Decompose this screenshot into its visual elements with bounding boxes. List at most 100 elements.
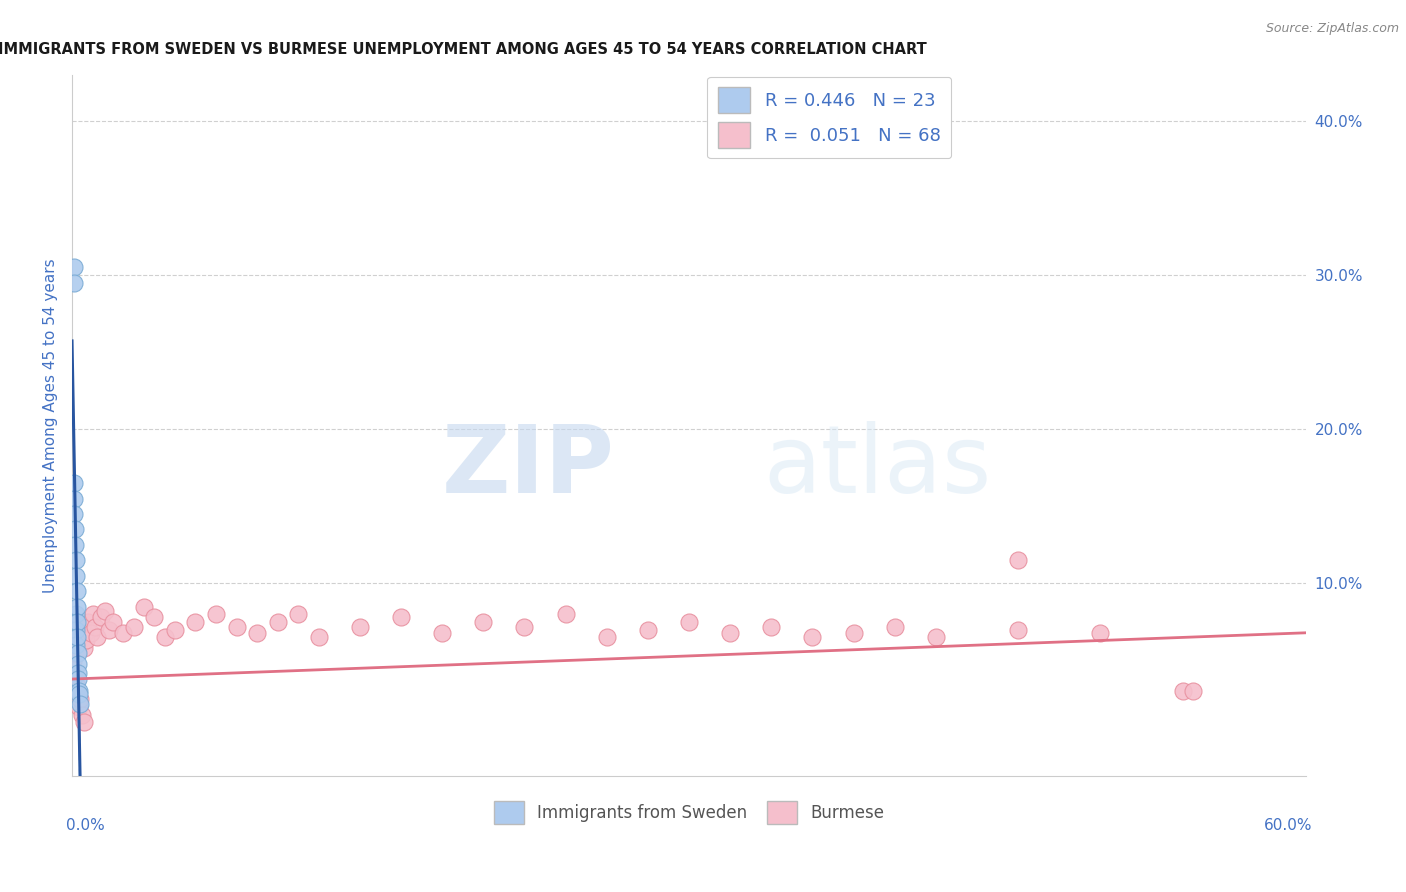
Point bbox=[1181, 684, 1204, 698]
Point bbox=[63, 538, 86, 552]
Point bbox=[69, 692, 91, 706]
Point bbox=[472, 615, 495, 629]
Point bbox=[66, 631, 89, 645]
Point bbox=[66, 657, 89, 671]
Point bbox=[65, 631, 87, 645]
Point bbox=[65, 599, 87, 614]
Point bbox=[65, 568, 87, 582]
Point bbox=[62, 260, 84, 275]
Point bbox=[69, 697, 91, 711]
Point bbox=[67, 684, 90, 698]
Point bbox=[287, 607, 309, 622]
Point bbox=[66, 646, 89, 660]
Point bbox=[65, 553, 87, 567]
Point bbox=[205, 607, 228, 622]
Point bbox=[1007, 623, 1029, 637]
Point bbox=[65, 676, 87, 690]
Point bbox=[246, 625, 269, 640]
Point bbox=[72, 707, 94, 722]
Point bbox=[66, 631, 89, 645]
Point bbox=[67, 665, 90, 680]
Point bbox=[62, 276, 84, 290]
Point bbox=[554, 607, 576, 622]
Point bbox=[925, 631, 948, 645]
Point bbox=[72, 635, 94, 649]
Point bbox=[83, 619, 105, 633]
Point bbox=[761, 619, 783, 633]
Point bbox=[432, 625, 454, 640]
Point bbox=[62, 638, 84, 652]
Point bbox=[718, 625, 741, 640]
Y-axis label: Unemployment Among Ages 45 to 54 years: Unemployment Among Ages 45 to 54 years bbox=[44, 258, 58, 592]
Point bbox=[65, 584, 87, 599]
Point bbox=[842, 625, 865, 640]
Point bbox=[73, 715, 96, 730]
Point bbox=[184, 615, 207, 629]
Point bbox=[67, 688, 90, 702]
Text: IMMIGRANTS FROM SWEDEN VS BURMESE UNEMPLOYMENT AMONG AGES 45 TO 54 YEARS CORRELA: IMMIGRANTS FROM SWEDEN VS BURMESE UNEMPL… bbox=[0, 42, 927, 57]
Point bbox=[1007, 553, 1029, 567]
Text: Source: ZipAtlas.com: Source: ZipAtlas.com bbox=[1265, 22, 1399, 36]
Point bbox=[163, 623, 186, 637]
Point bbox=[132, 599, 155, 614]
Point bbox=[67, 699, 90, 714]
Point bbox=[801, 631, 824, 645]
Point bbox=[143, 610, 166, 624]
Point bbox=[67, 638, 90, 652]
Text: 0.0%: 0.0% bbox=[66, 818, 104, 833]
Point bbox=[75, 625, 97, 640]
Point bbox=[67, 672, 90, 686]
Text: 60.0%: 60.0% bbox=[1264, 818, 1312, 833]
Point bbox=[98, 623, 121, 637]
Point bbox=[66, 692, 89, 706]
Point bbox=[82, 607, 104, 622]
Point bbox=[63, 631, 86, 645]
Point bbox=[86, 631, 108, 645]
Point bbox=[72, 619, 94, 633]
Point bbox=[596, 631, 619, 645]
Point bbox=[308, 631, 330, 645]
Point bbox=[65, 638, 87, 652]
Point bbox=[101, 615, 124, 629]
Point bbox=[63, 669, 86, 683]
Point bbox=[75, 633, 97, 648]
Point bbox=[389, 610, 412, 624]
Point bbox=[66, 646, 89, 660]
Legend: Immigrants from Sweden, Burmese: Immigrants from Sweden, Burmese bbox=[486, 794, 891, 831]
Text: atlas: atlas bbox=[763, 422, 991, 514]
Point bbox=[65, 623, 87, 637]
Text: ZIP: ZIP bbox=[441, 422, 614, 514]
Point bbox=[153, 631, 176, 645]
Point bbox=[79, 625, 101, 640]
Point bbox=[65, 623, 87, 637]
Point bbox=[112, 625, 135, 640]
Point bbox=[63, 523, 86, 537]
Point bbox=[63, 507, 86, 521]
Point bbox=[1171, 684, 1194, 698]
Point bbox=[65, 638, 87, 652]
Point bbox=[513, 619, 536, 633]
Point bbox=[349, 619, 371, 633]
Point bbox=[62, 654, 84, 668]
Point bbox=[69, 615, 91, 629]
Point bbox=[122, 619, 145, 633]
Point bbox=[67, 623, 90, 637]
Point bbox=[77, 615, 100, 629]
Point bbox=[63, 638, 86, 652]
Point bbox=[266, 615, 288, 629]
Point bbox=[63, 476, 86, 491]
Point bbox=[65, 607, 87, 622]
Point bbox=[1090, 625, 1112, 640]
Point bbox=[637, 623, 659, 637]
Point bbox=[73, 641, 96, 656]
Point bbox=[883, 619, 905, 633]
Point bbox=[70, 625, 93, 640]
Point bbox=[94, 604, 117, 618]
Point bbox=[63, 491, 86, 506]
Point bbox=[63, 646, 86, 660]
Point bbox=[225, 619, 247, 633]
Point bbox=[66, 684, 89, 698]
Point bbox=[66, 615, 89, 629]
Point bbox=[678, 615, 700, 629]
Point bbox=[69, 631, 91, 645]
